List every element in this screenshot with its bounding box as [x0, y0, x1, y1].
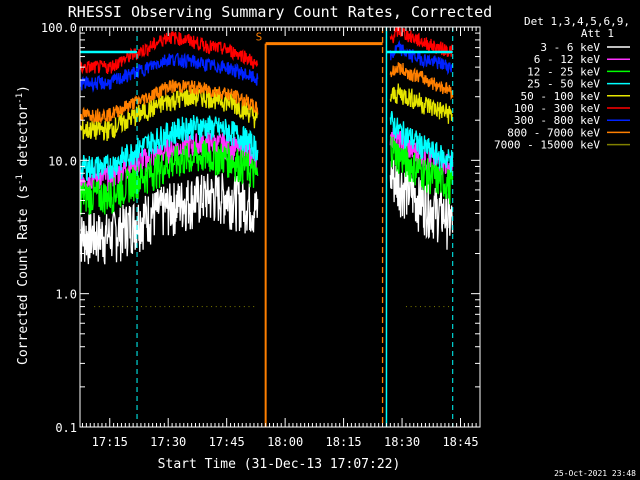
- x-tick-label: 18:15: [326, 435, 362, 449]
- series-8-seg-0-dot: [225, 306, 227, 308]
- series-8-seg-0-dot: [117, 306, 119, 308]
- series-8-seg-0-dot: [159, 306, 161, 308]
- series-8-seg-0-dot: [215, 306, 217, 308]
- series-8-seg-0-dot: [94, 306, 96, 308]
- series-8-seg-0-dot: [108, 306, 110, 308]
- series-8-seg-1-dot: [438, 306, 440, 308]
- x-tick-label: 17:45: [209, 435, 245, 449]
- series-8-seg-0-dot: [122, 306, 124, 308]
- series-8-seg-0-dot: [192, 306, 194, 308]
- x-axis-label: Start Time (31-Dec-13 17:07:22): [158, 457, 401, 472]
- series-8-seg-0-dot: [140, 306, 142, 308]
- series-8-seg-0-dot: [168, 306, 170, 308]
- series-8-seg-0-dot: [112, 306, 114, 308]
- legend-label-8: 7000 - 15000 keV: [494, 139, 600, 152]
- series-8-seg-0-dot: [201, 306, 203, 308]
- series-8-seg-0-dot: [211, 306, 213, 308]
- series-8-seg-0-dot: [145, 306, 147, 308]
- series-6-line-seg-1: [389, 39, 454, 76]
- series-0-line-seg-1: [389, 159, 454, 250]
- series-8-seg-0-dot: [187, 306, 189, 308]
- legend-label-4: 50 - 100 keV: [521, 90, 601, 103]
- series-8-seg-1-dot: [448, 306, 450, 308]
- series-3-line-seg-0: [80, 114, 259, 181]
- series-8-seg-0-dot: [154, 306, 156, 308]
- x-tick-label: 17:30: [150, 435, 186, 449]
- series-8-seg-0-dot: [229, 306, 231, 308]
- legend-label-0: 3 - 6 keV: [540, 41, 600, 54]
- series-0-line-seg-0: [80, 173, 259, 265]
- series-8-seg-0-dot: [98, 306, 100, 308]
- series-8-seg-0-dot: [173, 306, 175, 308]
- legend-label-5: 100 - 300 keV: [514, 102, 600, 115]
- series-8-seg-1-dot: [405, 306, 407, 308]
- plot-frame: [79, 26, 481, 428]
- series-7-line-seg-0: [80, 79, 259, 125]
- legend-label-3: 25 - 50 keV: [527, 78, 600, 91]
- y-axis-label-end: ): [16, 85, 31, 93]
- series-8-seg-0-dot: [239, 306, 241, 308]
- series-4-line-seg-1: [389, 83, 454, 124]
- y-axis-label-mid: detector: [16, 104, 31, 175]
- legend-label-7: 800 - 7000 keV: [507, 126, 600, 139]
- series-8-seg-0-dot: [197, 306, 199, 308]
- series-8-seg-0-dot: [253, 306, 255, 308]
- series-8-seg-0-dot: [206, 306, 208, 308]
- series-8-seg-1-dot: [424, 306, 426, 308]
- legend-header-line-1: Det 1,3,4,5,6,9,: [524, 15, 630, 28]
- series-8-seg-0-dot: [178, 306, 180, 308]
- series-2-line-seg-0: [80, 140, 259, 215]
- timestamp: 25-Oct-2021 23:48: [554, 469, 636, 478]
- y-tick-label: 1.0: [55, 288, 77, 302]
- series-8-seg-0-dot: [103, 306, 105, 308]
- series-7-line-seg-1: [389, 62, 454, 101]
- saa-marker-label: S: [256, 31, 263, 44]
- series-8-seg-0-dot: [131, 306, 133, 308]
- legend-label-1: 6 - 12 keV: [534, 53, 601, 66]
- y-tick-label: 10.0: [48, 154, 77, 168]
- series-8-seg-1-dot: [443, 306, 445, 308]
- series-8-seg-1-dot: [415, 306, 417, 308]
- series-8-seg-0-dot: [248, 306, 250, 308]
- series-8-seg-1-dot: [419, 306, 421, 308]
- y-tick-label: 0.1: [55, 421, 77, 435]
- chart-title: RHESSI Observing Summary Count Rates, Co…: [68, 3, 492, 21]
- series-8-seg-0-dot: [126, 306, 128, 308]
- legend-header-line-2: Att 1: [581, 27, 614, 40]
- x-tick-label: 18:00: [267, 435, 303, 449]
- y-axis-label-main: Corrected Count Rate (s: [16, 185, 31, 365]
- series-8-seg-0-dot: [220, 306, 222, 308]
- y-axis-label-sup1: -1: [15, 174, 25, 185]
- series-8-seg-1-dot: [434, 306, 436, 308]
- series-5-line-seg-0: [80, 31, 259, 75]
- legend-label-6: 300 - 800 keV: [514, 114, 600, 127]
- legend-label-2: 12 - 25 keV: [527, 65, 600, 78]
- series-8-seg-1-dot: [429, 306, 431, 308]
- y-axis-label-sup2: -1: [15, 93, 25, 104]
- series-3-line-seg-1: [389, 110, 454, 173]
- series-8-seg-0-dot: [164, 306, 166, 308]
- x-tick-label: 18:45: [442, 435, 478, 449]
- series-8-seg-0-dot: [150, 306, 152, 308]
- x-tick-label: 17:15: [92, 435, 128, 449]
- series-8-seg-0-dot: [243, 306, 245, 308]
- y-tick-label: 100.0: [41, 21, 77, 35]
- series-8-seg-0-dot: [234, 306, 236, 308]
- x-tick-label: 18:30: [384, 435, 420, 449]
- y-axis-label: Corrected Count Rate (s-1 detector-1): [15, 85, 31, 365]
- series-6-line-seg-0: [80, 52, 259, 93]
- series-2-line-seg-1: [389, 136, 454, 205]
- series-8-seg-1-dot: [410, 306, 412, 308]
- series-8-seg-0-dot: [183, 306, 185, 308]
